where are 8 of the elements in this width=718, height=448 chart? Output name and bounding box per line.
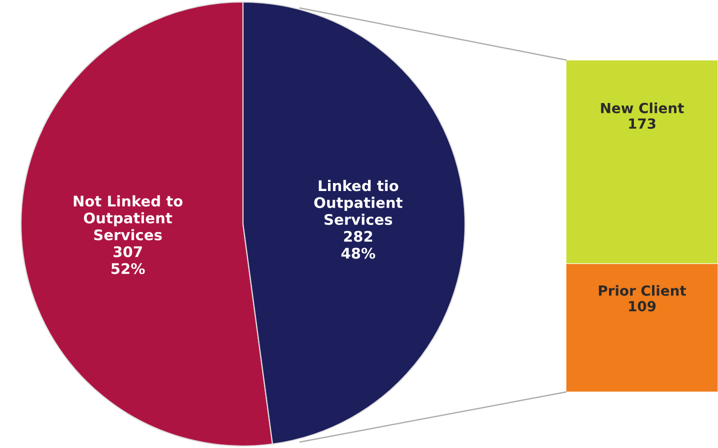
data-label: 109 (629, 300, 656, 312)
data-label: 173 (629, 118, 656, 129)
series-label: Prior Client (598, 285, 686, 296)
series-label: New Client (601, 102, 684, 114)
data-label: 282 48% (341, 230, 376, 259)
data-label: 307 52% (111, 246, 145, 274)
slice-label: Not Linked to Outpatient Services (74, 195, 183, 240)
slice-label: Linked tio Outpatient Services (314, 180, 402, 225)
